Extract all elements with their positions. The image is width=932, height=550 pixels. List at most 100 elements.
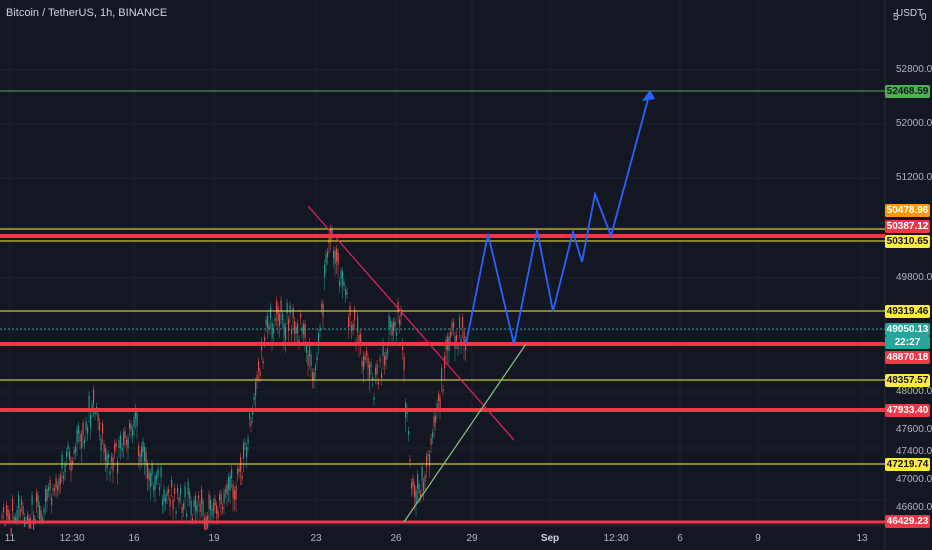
candle-body (174, 487, 176, 494)
candle-body (66, 451, 68, 458)
candle-body (57, 485, 59, 491)
candle-body (439, 397, 441, 409)
candle-body (99, 421, 101, 431)
candle-body (27, 514, 29, 521)
candle-body (216, 505, 218, 515)
candle-body (79, 434, 81, 442)
symbol-title[interactable]: Bitcoin / TetherUS, 1h, BINANCE (6, 7, 168, 19)
trendline-ascending[interactable] (403, 343, 527, 523)
candle-body (234, 490, 236, 501)
candle-body (126, 439, 128, 445)
candle-body (193, 500, 195, 507)
candle-body (151, 463, 153, 475)
candle-body (411, 482, 413, 489)
candle-body (46, 489, 48, 501)
candle-body (60, 475, 62, 484)
candle-body (55, 477, 57, 488)
candle-body (202, 501, 204, 516)
current-price-tag: 49050.13 (885, 323, 930, 336)
candle-body (168, 488, 170, 494)
candle-body (459, 317, 461, 329)
candle-body (295, 327, 297, 334)
candle-body (214, 498, 216, 506)
candle-body (340, 270, 342, 279)
x-tick: 13 (856, 533, 868, 544)
candle-body (325, 254, 327, 264)
candle-body (277, 306, 279, 322)
candle-body (387, 350, 389, 354)
candle-body (36, 492, 38, 503)
candle-body (127, 437, 129, 449)
candle-body (12, 498, 14, 512)
candle-body (301, 327, 303, 332)
candle-body (177, 488, 179, 493)
x-tick: 26 (390, 533, 402, 544)
candle-body (403, 356, 405, 370)
candle-body (31, 494, 33, 505)
candle-body (115, 442, 117, 447)
trendline-descending[interactable] (307, 205, 515, 441)
candle-body (190, 500, 192, 515)
candle-body (148, 472, 150, 481)
candle-body (171, 480, 173, 488)
x-tick: 23 (310, 533, 322, 544)
x-tick: 11 (4, 533, 16, 544)
candle-body (270, 307, 272, 319)
candle-body (357, 316, 359, 332)
candle-body (166, 490, 168, 497)
candle-body (121, 447, 123, 451)
candle-body (51, 497, 53, 505)
candle-body (187, 481, 189, 495)
candle-body (150, 472, 152, 487)
candle-body (132, 429, 134, 436)
candle-body (238, 467, 240, 472)
projection-path[interactable] (465, 91, 651, 345)
candle-body (94, 411, 96, 415)
candle-body (456, 335, 458, 342)
candle-body (358, 334, 360, 346)
candle-body (393, 321, 395, 331)
candle-body (61, 454, 63, 469)
candle-body (160, 467, 162, 477)
candle-body (438, 394, 440, 401)
currency-label: USDT (896, 8, 924, 19)
candle-body (385, 352, 387, 361)
candle-body (424, 475, 426, 482)
candle-body (213, 502, 215, 511)
candle-body (181, 507, 183, 513)
candle-body (136, 412, 138, 427)
candle-body (366, 350, 368, 356)
candle-body (256, 375, 258, 381)
candle-body (280, 300, 282, 312)
candle-body (315, 366, 317, 371)
candle-body (249, 413, 251, 420)
candle-body (84, 439, 86, 444)
candle-body (346, 291, 348, 294)
candle-body (228, 477, 230, 490)
candle-body (294, 320, 296, 334)
candle-body (327, 251, 329, 258)
candle-body (48, 487, 50, 491)
x-tick: 9 (755, 533, 761, 544)
candle-body (204, 517, 206, 530)
price-tag: 48870.18 (885, 351, 930, 364)
candle-body (178, 497, 180, 502)
candle-body (186, 513, 188, 517)
y-tick: 47600.00 (896, 424, 932, 435)
candle-body (63, 475, 65, 479)
candle-body (312, 372, 314, 380)
price-tag: 47219.74 (885, 458, 930, 471)
candle-body (142, 441, 144, 453)
candle-body (286, 302, 288, 314)
candle-body (21, 499, 23, 506)
candle-body (342, 271, 344, 286)
candle-body (442, 389, 444, 391)
candle-body (282, 314, 284, 321)
candle-body (435, 416, 437, 423)
candle-body (30, 518, 32, 529)
candle-body (22, 506, 24, 515)
candle-body (412, 478, 414, 487)
candle-body (154, 476, 156, 490)
candle-body (321, 304, 323, 308)
